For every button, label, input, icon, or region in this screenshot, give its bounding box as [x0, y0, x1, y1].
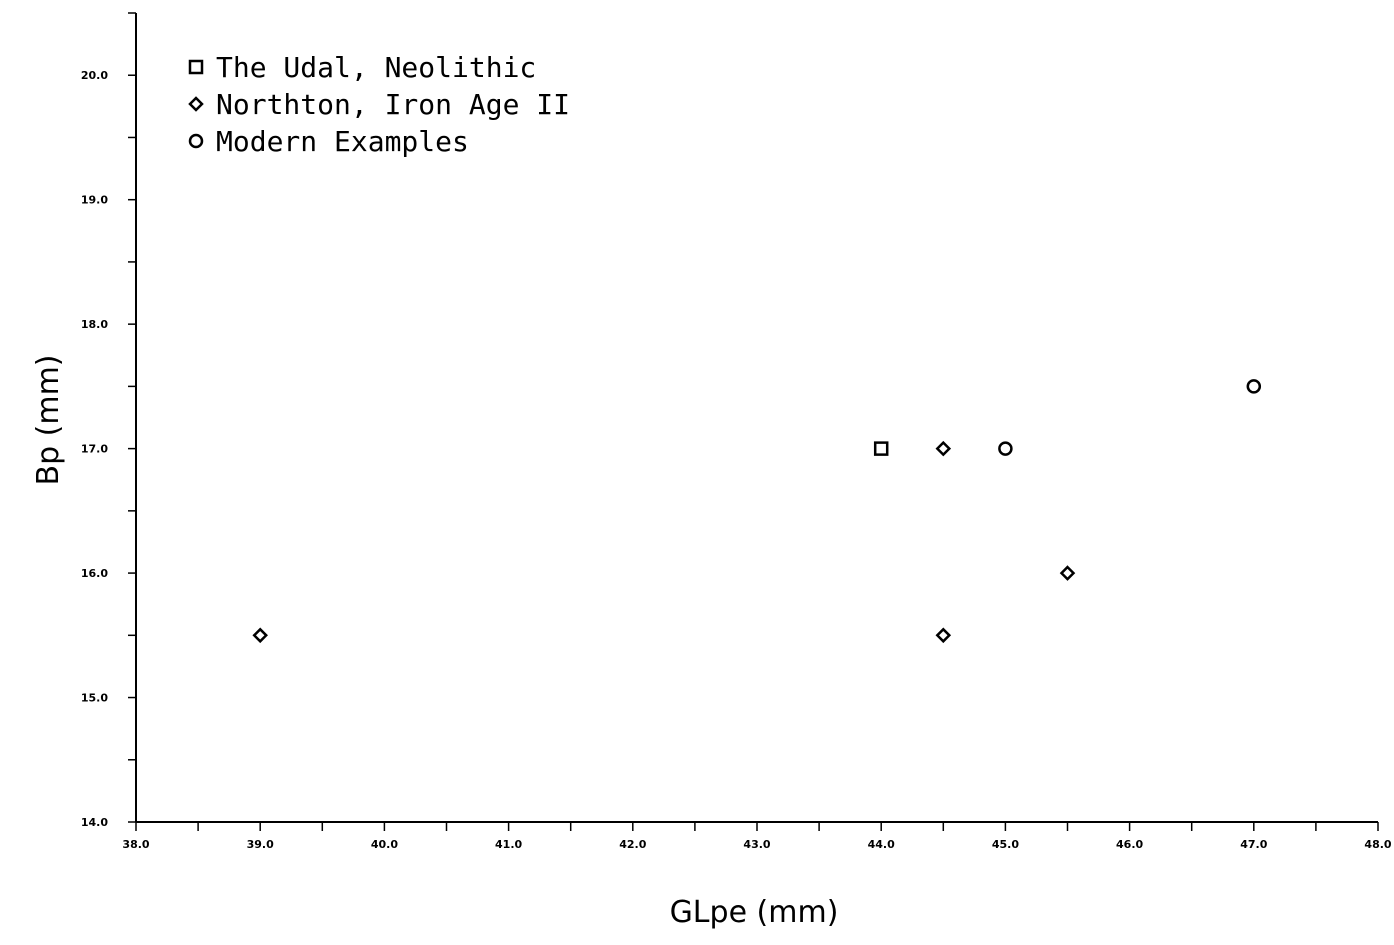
x-tick-label: 39.0 [247, 838, 274, 851]
x-tick-label: 42.0 [619, 838, 646, 851]
data-point-square [873, 441, 889, 456]
data-point-diamond [935, 440, 952, 457]
y-tick-label: 14.0 [81, 816, 108, 829]
legend-label: The Udal, Neolithic [216, 51, 536, 84]
y-tick-label: 17.0 [81, 443, 108, 456]
x-axis-title: GLpe (mm) [670, 895, 839, 930]
y-axis-title: Bp (mm) [31, 354, 66, 485]
legend-marker-circle [188, 133, 204, 149]
y-tick-label: 16.0 [81, 567, 108, 580]
data-point-circle [1246, 379, 1262, 394]
x-tick-label: 40.0 [371, 838, 398, 851]
y-tick-label: 19.0 [81, 194, 108, 207]
x-axis-ticks: 38.0 39.0 40.0 41.0 42.0 43.0 44.0 45.0 46.0 47.0… [122, 822, 1392, 851]
data-point-diamond [1059, 565, 1076, 581]
x-tick-label: 48.0 [1364, 838, 1391, 851]
legend-label: Northton, Iron Age II [216, 88, 570, 121]
y-tick-label: 15.0 [81, 692, 108, 705]
legend-marker-diamond [188, 96, 204, 112]
x-tick-label: 46.0 [1116, 838, 1143, 851]
legend: The Udal, Neolithic Northton, Iron Age II… [188, 51, 570, 158]
x-tick-label: 38.0 [122, 838, 149, 851]
x-tick-label: 44.0 [868, 838, 895, 851]
data-points [252, 379, 1262, 644]
x-tick-label: 45.0 [992, 838, 1019, 851]
legend-label: Modern Examples [216, 125, 469, 158]
y-tick-label: 20.0 [81, 69, 108, 82]
data-point-diamond [252, 627, 268, 644]
data-point-circle [998, 441, 1013, 456]
x-tick-label: 41.0 [495, 838, 522, 851]
data-point-diamond [935, 627, 952, 644]
y-tick-label: 18.0 [81, 318, 108, 331]
legend-marker-square [188, 59, 204, 75]
y-axis-ticks: 14.0 15.0 16.0 17.0 18.0 19.0 20.0 [81, 12, 136, 829]
x-tick-label: 43.0 [743, 838, 770, 851]
x-tick-label: 47.0 [1240, 838, 1267, 851]
